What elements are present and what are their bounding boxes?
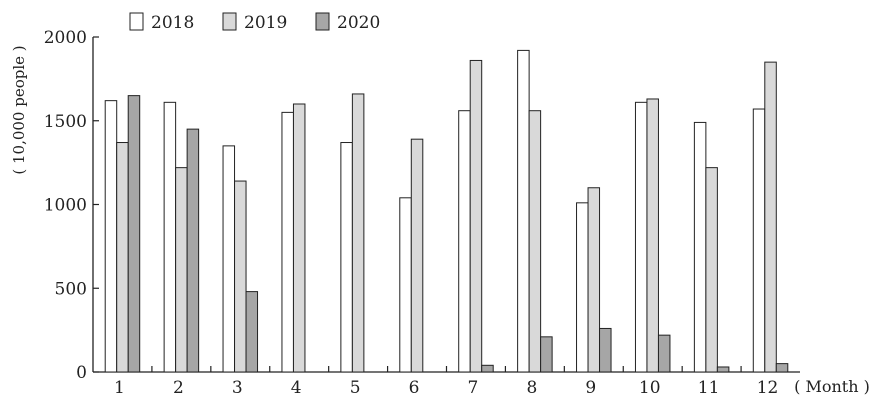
bar-2018-month-4	[281, 111, 294, 373]
bar-2019-month-10	[646, 98, 659, 373]
legend-label-2019: 2019	[244, 13, 287, 33]
bar-2020-month-9	[599, 327, 612, 373]
x-tick-label: 7	[468, 378, 479, 396]
bar-2020-month-2	[186, 128, 200, 373]
bar-2018-month-2	[163, 101, 177, 373]
bar-2019-month-5	[351, 93, 365, 373]
bar-2019-month-1	[116, 142, 129, 373]
bar-2019-month-11	[705, 167, 718, 373]
bars	[104, 49, 789, 373]
legend: 2018 2019 2020	[129, 12, 380, 33]
y-tick-label: 500	[55, 279, 87, 299]
x-tick-label: 2	[173, 378, 184, 396]
bar-2018-month-12	[752, 108, 766, 373]
bar-2018-month-8	[517, 49, 530, 373]
bar-2020-month-7	[481, 364, 494, 373]
bar-2018-month-11	[693, 121, 707, 373]
x-tick-label: 9	[585, 378, 596, 396]
bar-2020-month-12	[775, 363, 789, 373]
x-tick-label: 1	[114, 378, 125, 396]
legend-label-2018: 2018	[151, 13, 194, 33]
y-tick-label: 0	[76, 363, 87, 383]
y-axis: 0 500 1000 1500 2000	[44, 28, 99, 383]
bar-2019-month-4	[292, 103, 306, 373]
x-tick-label: 12	[757, 378, 779, 396]
bar-2019-month-7	[469, 59, 483, 373]
bar-2020-month-3	[245, 291, 259, 373]
legend-label-2020: 2020	[337, 13, 380, 33]
bar-2018-month-3	[222, 145, 236, 373]
bar-2019-month-2	[175, 167, 188, 373]
bar-2018-month-9	[576, 202, 589, 373]
bar-2020-month-1	[127, 95, 141, 373]
x-tick-label: 4	[291, 378, 302, 396]
bar-2020-month-11	[716, 366, 730, 373]
bar-2020-month-10	[657, 334, 671, 373]
bar-2020-month-8	[540, 336, 553, 373]
bar-2019-month-3	[234, 180, 247, 373]
x-tick-label: 5	[350, 378, 361, 396]
bar-2018-month-1	[104, 100, 118, 373]
x-tick-label: 6	[409, 378, 420, 396]
legend-swatch-2019	[222, 12, 237, 31]
bar-2018-month-6	[399, 197, 412, 373]
y-axis-label: ( 10,000 people )	[10, 45, 28, 174]
y-tick-label: 2000	[44, 28, 87, 48]
y-tick-label: 1000	[44, 196, 87, 216]
bar-2019-month-9	[587, 187, 601, 373]
bar-2019-month-6	[410, 138, 424, 373]
x-tick-label: 11	[698, 378, 720, 396]
bar-2019-month-8	[528, 110, 542, 373]
bar-2019-month-12	[764, 61, 777, 373]
x-axis: 1 2 3 4 5 6 7 8 9 10 11 12	[93, 366, 800, 396]
legend-swatch-2018	[129, 12, 144, 31]
x-axis-label: ( Month )	[794, 377, 870, 396]
legend-swatch-2020	[315, 12, 330, 31]
bar-2018-month-10	[634, 101, 648, 373]
bar-2018-month-5	[340, 142, 353, 373]
x-tick-label: 3	[232, 378, 243, 396]
x-tick-label: 8	[526, 378, 537, 396]
bar-2018-month-7	[458, 110, 471, 373]
x-tick-label: 10	[639, 378, 661, 396]
y-tick-label: 1500	[44, 112, 87, 132]
